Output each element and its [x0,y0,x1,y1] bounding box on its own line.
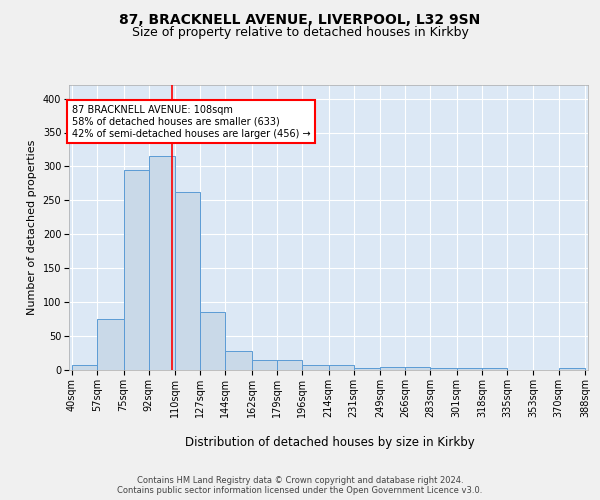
Bar [252,360,277,370]
Bar [482,368,507,370]
Bar [302,365,329,370]
Bar [457,368,482,370]
Text: Size of property relative to detached houses in Kirkby: Size of property relative to detached ho… [131,26,469,39]
Y-axis label: Number of detached properties: Number of detached properties [27,140,37,315]
Text: Contains HM Land Registry data © Crown copyright and database right 2024.
Contai: Contains HM Land Registry data © Crown c… [118,476,482,495]
Bar [430,368,457,370]
Bar [97,319,124,370]
Bar [200,312,225,370]
Bar [225,351,252,370]
Bar [353,368,380,370]
Bar [72,365,97,370]
Text: Distribution of detached houses by size in Kirkby: Distribution of detached houses by size … [185,436,475,449]
Bar [380,366,405,370]
Bar [277,360,302,370]
Bar [175,192,200,370]
Bar [329,365,353,370]
Bar [405,366,430,370]
Bar [124,170,149,370]
Bar [149,156,175,370]
Text: 87, BRACKNELL AVENUE, LIVERPOOL, L32 9SN: 87, BRACKNELL AVENUE, LIVERPOOL, L32 9SN [119,12,481,26]
Text: 87 BRACKNELL AVENUE: 108sqm
58% of detached houses are smaller (633)
42% of semi: 87 BRACKNELL AVENUE: 108sqm 58% of detac… [72,106,311,138]
Bar [559,368,585,370]
